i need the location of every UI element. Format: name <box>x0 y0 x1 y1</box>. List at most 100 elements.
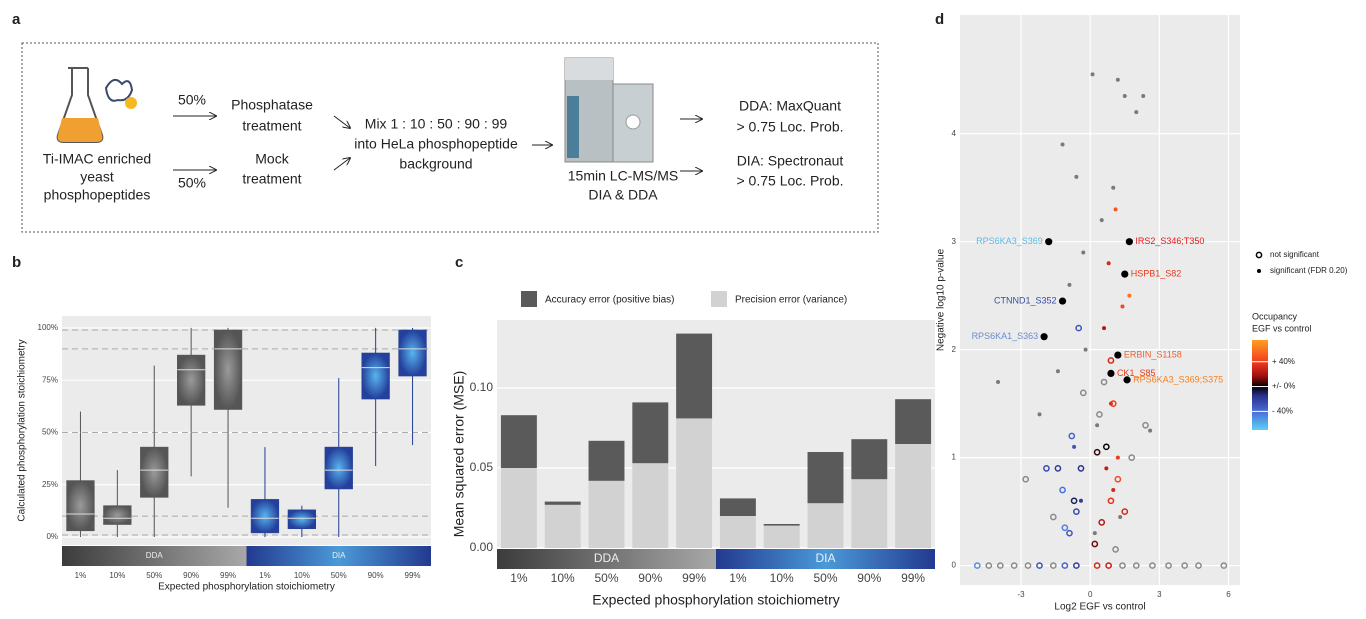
phospho-icon <box>125 97 137 109</box>
point <box>1073 562 1080 569</box>
annotation: CK1_S85 <box>1117 368 1156 378</box>
point <box>1054 465 1062 472</box>
colorbar-title: Occupancy <box>1252 311 1298 321</box>
point <box>1010 562 1018 569</box>
point <box>1024 562 1032 569</box>
group-band <box>716 549 935 569</box>
point <box>1132 562 1140 569</box>
annotation: CTNND1_S352 <box>994 295 1057 305</box>
colorbar-label: + 40% <box>1272 357 1295 366</box>
workflow-text: treatment <box>242 118 301 134</box>
point <box>1049 513 1057 521</box>
bar-segment <box>676 418 713 548</box>
annotation: RPS6KA1_S363 <box>972 331 1039 341</box>
instrument-icon <box>564 57 654 163</box>
x-tick-label: -3 <box>1018 590 1026 599</box>
bar-segment <box>588 440 625 481</box>
box <box>103 505 132 525</box>
point <box>1093 448 1101 456</box>
x-tick-label: 3 <box>1157 590 1162 599</box>
x-axis-label: Expected phosphorylation stoichiometry <box>158 582 335 593</box>
x-tick-label: 6 <box>1226 590 1231 599</box>
x-tick-label: 10% <box>770 571 794 585</box>
y-tick-label: 4 <box>952 129 957 138</box>
bar-segment <box>676 333 713 419</box>
point <box>1049 562 1057 569</box>
legend-symbol <box>1257 269 1261 273</box>
point <box>1060 142 1065 147</box>
group-label: DDA <box>146 551 164 560</box>
point <box>1111 488 1116 492</box>
point <box>1022 475 1030 483</box>
point <box>1115 77 1120 82</box>
x-tick-label: 50% <box>331 571 347 580</box>
workflow-text: treatment <box>242 171 301 187</box>
x-tick-label: 99% <box>682 571 706 585</box>
group-band <box>497 549 716 569</box>
point <box>1055 369 1060 374</box>
bar-segment <box>500 468 537 548</box>
x-tick-label: 1% <box>259 571 271 580</box>
box <box>361 352 390 400</box>
bar-segment <box>895 399 932 444</box>
group-label: DIA <box>332 551 346 560</box>
point <box>1107 357 1115 364</box>
legend-label: Precision error (variance) <box>735 295 847 306</box>
point <box>1075 324 1083 332</box>
point <box>1142 421 1149 429</box>
workflow: Ti-IMAC enriched yeast phosphopeptides 5… <box>21 42 879 233</box>
x-tick-label: 99% <box>405 571 421 580</box>
bar-segment <box>588 480 625 548</box>
point <box>1148 428 1153 433</box>
point <box>1070 497 1078 505</box>
point <box>1113 207 1118 212</box>
panel-label: b <box>12 254 21 271</box>
point <box>1099 218 1104 223</box>
point <box>1037 412 1042 417</box>
point <box>1165 562 1172 569</box>
workflow-text: DIA: Spectronaut <box>737 153 844 169</box>
point <box>1098 519 1106 526</box>
point <box>1061 562 1069 569</box>
box <box>177 354 206 406</box>
point <box>1107 497 1115 505</box>
x-tick-label: 10% <box>551 571 575 585</box>
box <box>324 446 353 490</box>
workflow-text: 15min LC-MS/MS <box>568 168 678 184</box>
box <box>250 499 280 534</box>
point <box>1091 540 1099 548</box>
y-tick-label: 50% <box>42 428 58 437</box>
bar-segment <box>632 402 669 464</box>
x-tick-label: 0 <box>1088 590 1093 599</box>
point <box>996 380 1001 385</box>
point <box>1081 250 1086 255</box>
plot-background <box>960 15 1240 585</box>
bar-segment <box>544 504 581 548</box>
colorbar-title: EGF vs control <box>1252 323 1312 333</box>
bar-segment <box>544 501 581 505</box>
colorbar-label: +/- 0% <box>1272 382 1295 391</box>
y-tick-label: 2 <box>952 345 957 354</box>
workflow-text: > 0.75 Loc. Prob. <box>736 119 843 135</box>
point <box>1112 546 1119 553</box>
highlight-point <box>1045 238 1053 246</box>
annotation: IRS2_S346;T350 <box>1135 236 1204 246</box>
y-tick-label: 75% <box>42 375 58 384</box>
bar-segment <box>807 503 844 548</box>
workflow-text: into HeLa phosphopeptide <box>354 136 518 152</box>
highlight-point <box>1040 333 1048 341</box>
point <box>1141 93 1146 98</box>
legend-label: significant (FDR 0.20) <box>1270 266 1348 275</box>
flask-liquid <box>57 118 103 142</box>
x-tick-label: 99% <box>220 571 236 580</box>
point <box>1061 524 1069 532</box>
y-tick-label: 0% <box>46 532 58 541</box>
point <box>1072 444 1077 449</box>
point <box>1102 443 1110 451</box>
point <box>1108 401 1113 406</box>
workflow-frame <box>21 42 879 233</box>
point <box>1074 174 1079 179</box>
y-tick-label: 0.00 <box>470 540 494 554</box>
bar-segment <box>500 415 537 468</box>
